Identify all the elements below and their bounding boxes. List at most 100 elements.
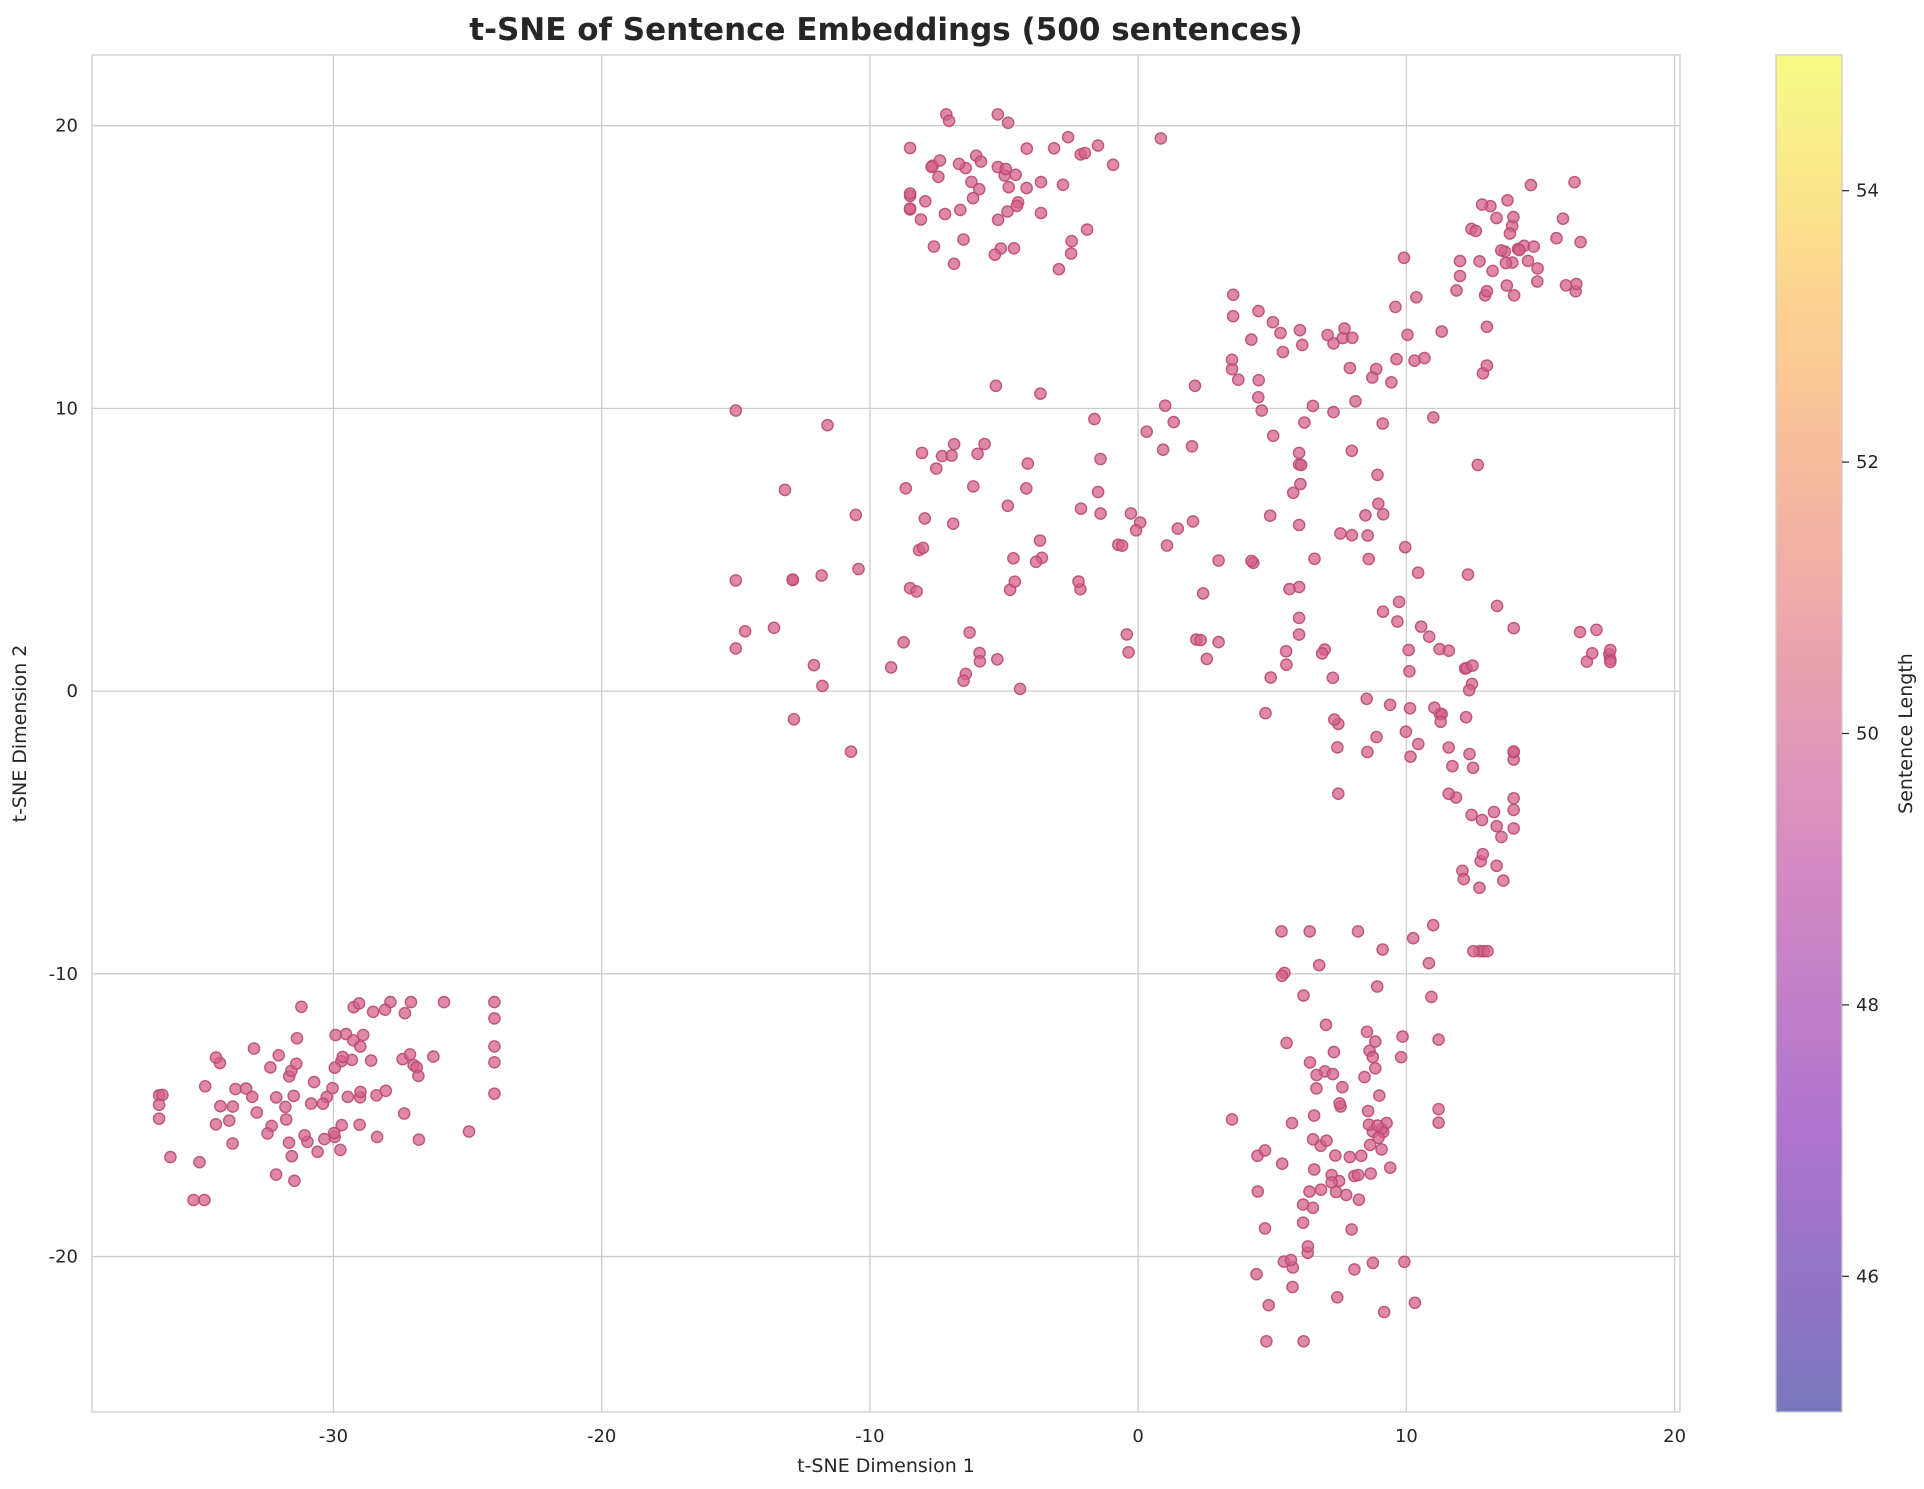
scatter-point [1343, 361, 1357, 375]
scatter-point [164, 1150, 177, 1164]
scatter-point [1377, 1305, 1391, 1319]
scatter-point [1327, 337, 1340, 350]
scatter-point [932, 170, 945, 184]
scatter-point [352, 997, 366, 1010]
scatter-point [1376, 943, 1389, 956]
scatter-point [1329, 1185, 1343, 1199]
scatter-point [1370, 980, 1384, 993]
scatter-point [973, 655, 987, 668]
scatter-point [916, 541, 930, 555]
scatter-point [1442, 741, 1455, 754]
scatter-point [1008, 575, 1022, 589]
scatter-point [1372, 1131, 1385, 1145]
scatter-point [1481, 944, 1494, 958]
y-tick-label: 0 [67, 681, 78, 702]
scatter-point [1285, 1116, 1299, 1130]
scatter-point [1064, 247, 1078, 260]
scatter-point [1427, 411, 1440, 424]
scatter-point [1463, 747, 1476, 761]
scatter-point [1266, 315, 1280, 329]
scatter-point [1490, 599, 1504, 613]
scatter-point [1370, 730, 1383, 744]
scatter-point [729, 574, 743, 587]
scatter-point [1292, 628, 1306, 641]
scatter-point [1252, 304, 1265, 318]
scatter-point [910, 585, 923, 598]
scatter-point [915, 446, 929, 460]
scatter-point [462, 1125, 476, 1138]
scatter-point [1366, 1050, 1380, 1064]
scatter-point [1345, 444, 1359, 458]
scatter-point [1570, 277, 1583, 291]
scatter-point [152, 1112, 166, 1125]
scatter-point [919, 194, 932, 208]
scatter-point [914, 213, 928, 226]
scatter-point [1408, 1296, 1422, 1310]
scatter-point [1574, 235, 1587, 249]
scatter-point [1329, 1149, 1342, 1162]
scatter-point [1251, 1185, 1265, 1198]
scatter-point [437, 995, 451, 1009]
scatter-point [488, 1056, 501, 1069]
scatter-point [1286, 486, 1300, 500]
scatter-point [1266, 429, 1280, 443]
scatter-point [1245, 554, 1258, 568]
scatter-point [1292, 446, 1306, 460]
scatter-point [1442, 644, 1456, 658]
scatter-point [972, 182, 986, 196]
scatter-point [1573, 625, 1587, 639]
scatter-point [334, 1143, 347, 1157]
scatter-point [821, 418, 834, 432]
scatter-point [1212, 635, 1225, 649]
scatter-point [1390, 352, 1403, 366]
y-tick-label: 20 [55, 116, 78, 137]
scatter-point [193, 1155, 206, 1169]
colorbar-tick-label: 54 [1856, 181, 1879, 202]
scatter-point [1490, 211, 1503, 225]
scatter-point [1486, 264, 1499, 278]
scatter-point [816, 679, 829, 693]
scatter-point [353, 1040, 367, 1053]
scatter-point [1507, 210, 1520, 224]
scatter-point [1399, 725, 1413, 739]
scatter-point [903, 141, 917, 155]
scatter-point [978, 437, 991, 451]
scatter-point [1260, 1335, 1273, 1348]
scatter-point [327, 1126, 341, 1140]
scatter-point [285, 1149, 299, 1163]
scatter-point [1503, 227, 1517, 240]
scatter-point [1154, 132, 1168, 145]
scatter-point [942, 114, 956, 128]
scatter-point [1361, 1104, 1375, 1118]
scatter-point [767, 621, 781, 635]
scatter-point [1453, 269, 1467, 283]
scatter-point [1307, 1109, 1321, 1122]
scatter-point [1521, 254, 1535, 268]
x-tick-label: 0 [1132, 1426, 1143, 1447]
scatter-point [1140, 425, 1153, 439]
scatter-point [397, 1107, 411, 1120]
scatter-point [1310, 1082, 1323, 1095]
scatter-point [1020, 181, 1033, 195]
scatter-point [1091, 139, 1105, 152]
scatter-point [1029, 555, 1043, 569]
scatter-point [412, 1069, 425, 1083]
scatter-point [403, 1048, 417, 1061]
scatter-point [1306, 399, 1320, 413]
scatter-point [1457, 872, 1470, 886]
scatter-point [1020, 482, 1033, 495]
scatter-point [1375, 1143, 1388, 1156]
scatter-point [1200, 652, 1214, 666]
scatter-point [1274, 326, 1287, 340]
scatter-point [1475, 813, 1489, 827]
scatter-point [354, 1085, 367, 1099]
scatter-point [967, 480, 980, 493]
scatter-point [1255, 404, 1268, 417]
colorbar-tick-label: 48 [1856, 995, 1879, 1016]
scatter-point [1495, 830, 1508, 844]
scatter-point [933, 154, 947, 167]
scatter-point [807, 658, 821, 672]
scatter-point [1410, 290, 1423, 304]
scatter-point [1469, 224, 1483, 238]
scatter-point [1471, 458, 1485, 472]
